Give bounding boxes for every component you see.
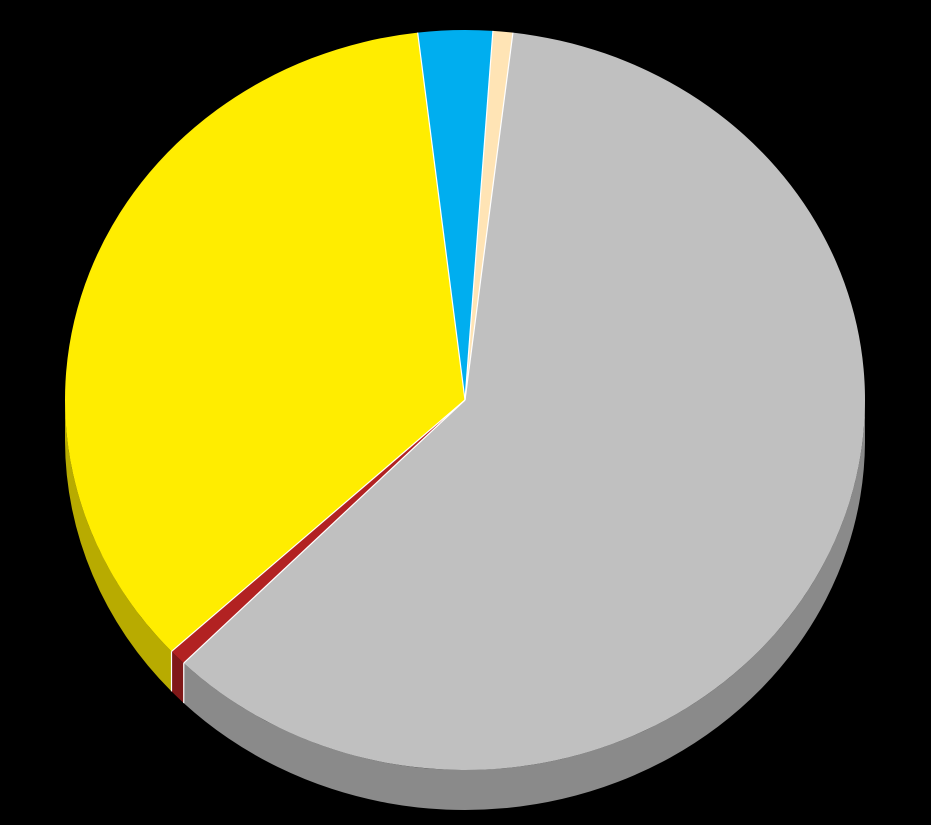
pie-chart-svg — [0, 0, 931, 825]
pie-chart — [0, 0, 931, 825]
